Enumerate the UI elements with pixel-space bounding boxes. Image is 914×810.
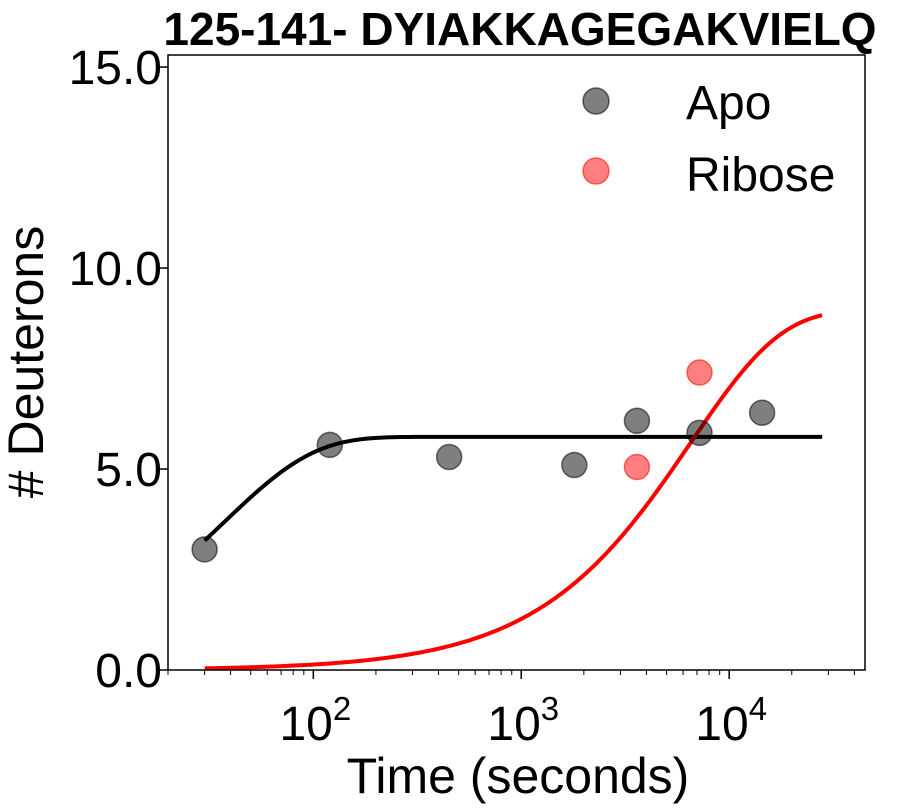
data-point-apo	[686, 419, 713, 447]
plot-frame	[167, 54, 866, 671]
y-axis: 0.0 5.0 10.0 15.0	[69, 42, 168, 698]
x-tick-base: 10	[487, 698, 540, 751]
x-tick-label: 104	[695, 690, 767, 751]
data-point-apo	[191, 536, 218, 563]
legend-label-ribose: Ribose	[686, 149, 835, 202]
fit-curve-apo	[203, 434, 823, 543]
data-point-apo	[316, 431, 344, 459]
x-tick-exponent: 3	[541, 690, 559, 727]
fit-curves	[203, 313, 823, 671]
x-axis: 102 103 104	[167, 670, 855, 751]
x-tick-base: 10	[695, 698, 748, 751]
y-tick-label: 15.0	[69, 42, 162, 95]
y-tick-label: 5.0	[95, 444, 162, 497]
legend-marker-ribose	[582, 157, 610, 185]
fit-curve-ribose	[204, 313, 823, 671]
data-point-ribose	[686, 359, 713, 386]
x-tick-exponent: 2	[333, 690, 351, 727]
y-tick-label: 10.0	[69, 243, 162, 296]
data-point-apo	[748, 399, 776, 426]
data-point-apo	[623, 407, 651, 435]
legend-label-apo: Apo	[686, 77, 771, 130]
x-tick-label: 102	[279, 690, 351, 751]
y-axis-label: # Deuterons	[0, 226, 54, 498]
data-point-apo	[561, 451, 588, 479]
chart-title: 125-141- DYIAKKAGEGAKVIELQ	[163, 3, 876, 55]
y-tick-label: 0.0	[95, 645, 162, 698]
legend: Apo Ribose	[582, 77, 835, 202]
legend-marker-apo	[582, 87, 610, 115]
x-axis-label: Time (seconds)	[347, 748, 690, 804]
x-tick-exponent: 4	[749, 690, 767, 727]
x-tick-label: 103	[487, 690, 559, 751]
data-point-ribose	[623, 453, 651, 481]
data-point-apo	[435, 443, 463, 471]
data-points	[191, 359, 776, 563]
x-tick-base: 10	[279, 698, 332, 751]
